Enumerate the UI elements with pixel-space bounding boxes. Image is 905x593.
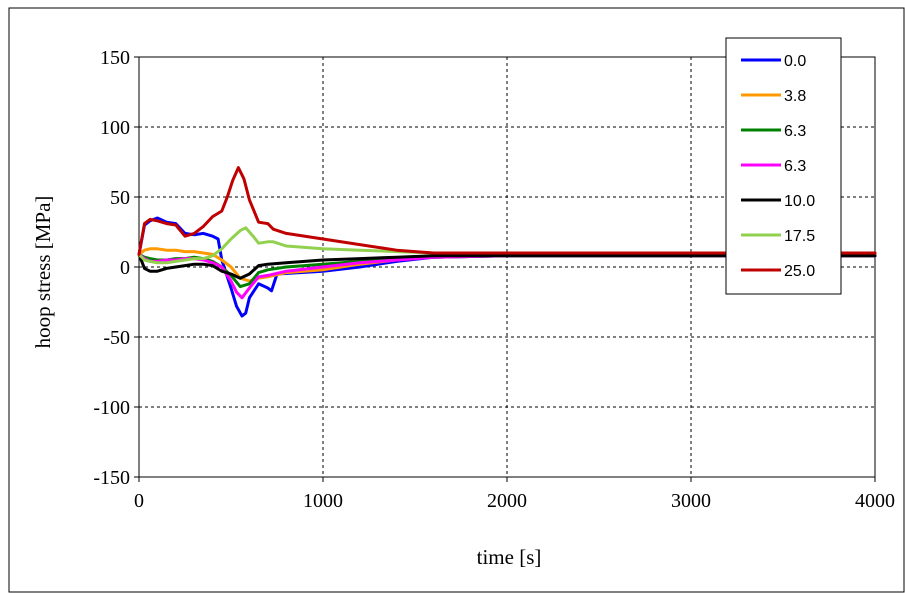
x-tick-label: 3000 xyxy=(671,490,711,512)
x-tick-label: 4000 xyxy=(855,490,895,512)
series-line-3 xyxy=(137,252,877,300)
tick-labels: -150 -100 -50 0 50 100 150 0 1000 2000 3000 4000 xyxy=(93,47,895,512)
legend-label-0: 0.0 xyxy=(784,53,806,70)
legend-label-1: 3.8 xyxy=(784,88,806,105)
y-tick-label: 0 xyxy=(120,257,130,279)
y-tick-label: -150 xyxy=(93,467,130,489)
y-tick-label: -50 xyxy=(103,327,130,349)
y-tick-label: -100 xyxy=(93,397,130,419)
x-axis-label: time [s] xyxy=(477,545,542,569)
y-axis-label: hoop stress [MPa] xyxy=(31,196,55,349)
series-line-6 xyxy=(137,166,877,256)
legend-label-3: 6.3 xyxy=(784,158,806,175)
y-tick-label: 100 xyxy=(100,117,130,139)
x-tick-label: 2000 xyxy=(487,490,527,512)
legend-label-4: 10.0 xyxy=(784,193,815,210)
chart-border xyxy=(8,7,905,593)
series-line-5 xyxy=(137,226,877,265)
x-tick-label: 1000 xyxy=(303,490,343,512)
plot-area xyxy=(138,56,876,478)
legend: 0.0 3.8 6.3 6.3 10.0 17.5 25.0 xyxy=(725,37,842,295)
y-tick-label: 50 xyxy=(110,187,130,209)
series-lines xyxy=(137,166,877,318)
y-tick-label: 150 xyxy=(100,47,130,69)
legend-label-5: 17.5 xyxy=(784,228,815,245)
x-tick-label: 0 xyxy=(134,490,144,512)
series-line-4 xyxy=(137,252,877,280)
legend-label-6: 25.0 xyxy=(784,263,815,280)
legend-label-2: 6.3 xyxy=(784,123,806,140)
